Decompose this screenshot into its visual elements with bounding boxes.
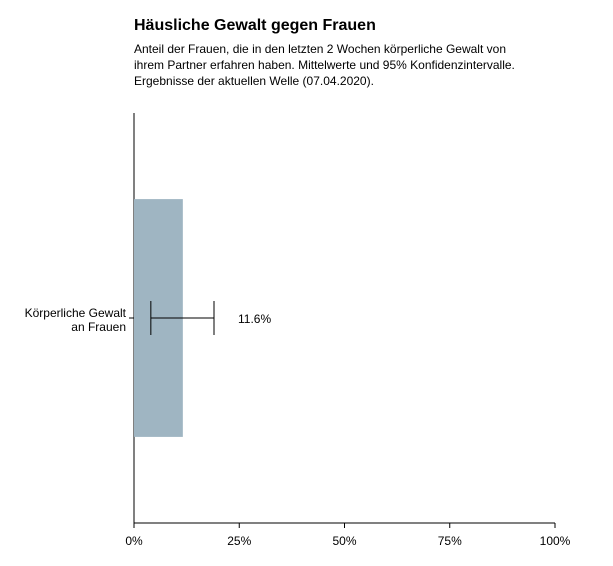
subtitle-line: Ergebnisse der aktuellen Welle (07.04.20… bbox=[134, 74, 374, 88]
x-tick-label: 75% bbox=[438, 534, 462, 548]
subtitle-line: Anteil der Frauen, die in den letzten 2 … bbox=[134, 42, 506, 56]
x-tick-label: 0% bbox=[125, 534, 143, 548]
x-tick-label: 100% bbox=[540, 534, 571, 548]
subtitle-line: ihrem Partner erfahren haben. Mittelwert… bbox=[134, 58, 515, 72]
error-bar bbox=[150, 301, 215, 335]
category-label: Körperliche Gewalt an Frauen bbox=[24, 306, 126, 334]
x-tick-label: 25% bbox=[227, 534, 251, 548]
x-tick-label: 50% bbox=[332, 534, 356, 548]
chart-title: Häusliche Gewalt gegen Frauen bbox=[134, 17, 376, 34]
value-label: 11.6% bbox=[238, 312, 271, 326]
